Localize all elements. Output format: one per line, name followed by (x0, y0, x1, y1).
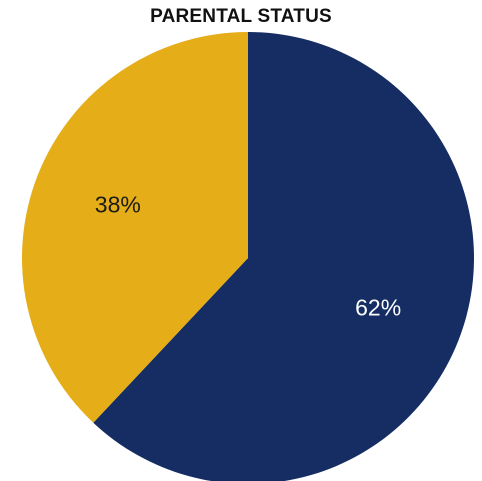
pie-labels: 62% 38% (95, 192, 401, 321)
pie-slice-38 (21, 32, 248, 423)
pie-slices (21, 32, 474, 481)
chart-title: PARENTAL STATUS (150, 6, 332, 27)
pie-slice-62 (93, 32, 474, 481)
slice-label-38: 38% (95, 192, 141, 218)
slice-label-62: 62% (355, 295, 401, 321)
